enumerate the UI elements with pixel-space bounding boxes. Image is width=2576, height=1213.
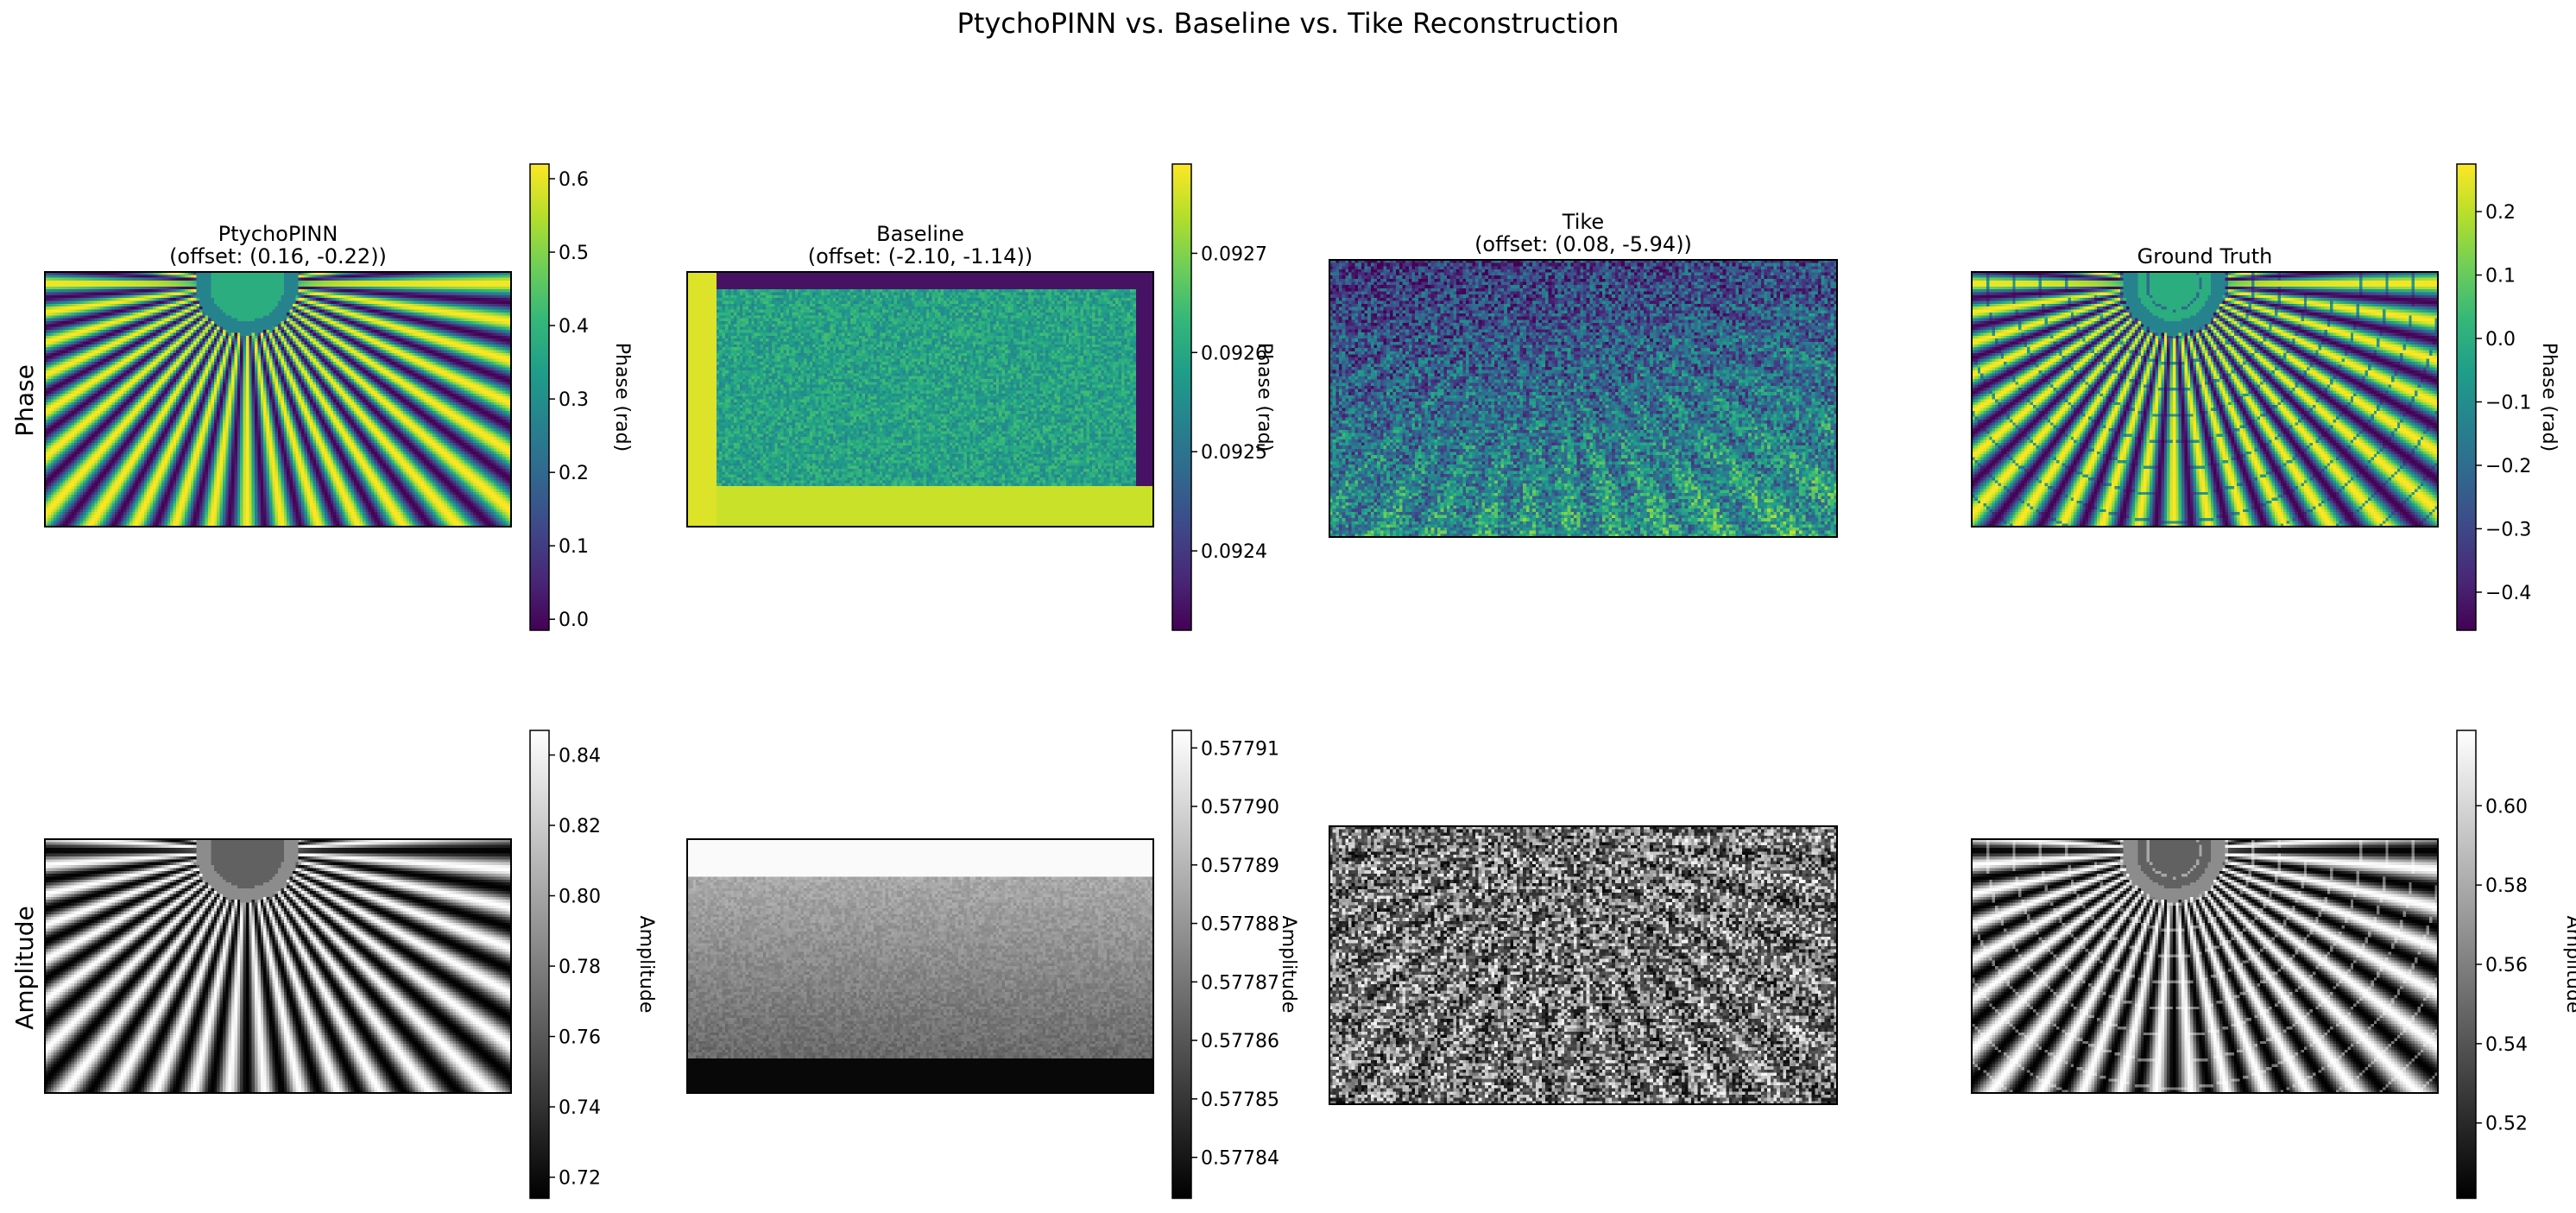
heatmap-image bbox=[45, 272, 511, 527]
panel-phase-baseline: Baseline(offset: (-2.10, -1.14))0.09240.… bbox=[686, 163, 1275, 631]
colorbar-tick-label: 0.2 bbox=[559, 463, 589, 484]
colorbar-tick-label: 0.0926 bbox=[1201, 343, 1267, 364]
colorbar-tick-label: 0.0924 bbox=[1201, 541, 1267, 563]
colorbar-label: Phase (rad) bbox=[611, 343, 633, 452]
colorbar-tick-label: 0.57785 bbox=[1201, 1090, 1279, 1111]
heatmap-image bbox=[687, 839, 1153, 1093]
heatmap-frame bbox=[686, 271, 1154, 528]
colorbar-tick-label: 0.1 bbox=[2485, 266, 2516, 287]
colorbar-tick-label: 0.84 bbox=[559, 746, 601, 768]
heatmap-image bbox=[1972, 839, 2438, 1093]
heatmap-frame bbox=[1329, 825, 1838, 1105]
colorbar-tick-label: 0.57784 bbox=[1201, 1148, 1279, 1170]
panel-amplitude-ptychopinn: 0.84 0.82 0.80 0.78 0.76 0.74 0.72 Amplitude bbox=[44, 730, 657, 1199]
colorbar-tick-label: 0.3 bbox=[559, 389, 589, 411]
colorbar-label: Phase (rad) bbox=[2538, 343, 2560, 452]
panel-title-line: Tike bbox=[1562, 210, 1604, 234]
colorbar-tick-label: 0.58 bbox=[2485, 875, 2528, 897]
colorbar-tick-label: 0.57790 bbox=[1201, 797, 1279, 818]
colorbar-tick-label: −0.4 bbox=[2485, 583, 2531, 604]
colorbar-label: Amplitude bbox=[635, 916, 657, 1014]
colorbar-tick-label: 0.80 bbox=[559, 887, 601, 908]
panel-title-line: (offset: (0.16, -0.22)) bbox=[169, 244, 387, 269]
colorbar-tick-label: 0.56 bbox=[2485, 955, 2528, 976]
colorbar-tick-label: 0.1 bbox=[559, 536, 589, 558]
colorbar-tick-label: 0.0 bbox=[2485, 329, 2516, 351]
colorbar-gradient bbox=[529, 730, 550, 1199]
colorbar-tick-label: 0.57789 bbox=[1201, 856, 1279, 877]
colorbar: 0.57791 0.57790 0.57789 0.57788 0.57787 0.577… bbox=[1171, 730, 1299, 1199]
panel-title-line: (offset: (-2.10, -1.14)) bbox=[808, 244, 1033, 269]
heatmap-frame bbox=[1971, 838, 2439, 1094]
colorbar-tick-label: 0.72 bbox=[559, 1168, 601, 1190]
figure-title: PtychoPINN vs. Baseline vs. Tike Reconst… bbox=[957, 7, 1619, 40]
heatmap-image bbox=[45, 839, 511, 1093]
heatmap-frame bbox=[44, 838, 512, 1094]
panel-grid: PtychoPINN(offset: (0.16, -0.22))0.00.10… bbox=[44, 163, 2576, 1199]
colorbar-tick-label: 0.2 bbox=[2485, 202, 2516, 224]
row-label-amplitude: Amplitude bbox=[10, 906, 39, 1030]
colorbar-tick-label: 0.60 bbox=[2485, 796, 2528, 818]
colorbar-tick-label: 0.0 bbox=[559, 610, 589, 631]
panel-phase-tike: Tike(offset: (0.08, -5.94)) bbox=[1329, 210, 1838, 538]
colorbar-gradient bbox=[1171, 730, 1192, 1199]
colorbar-tick-label: 0.78 bbox=[559, 957, 601, 978]
colorbar-tick-label: 0.0925 bbox=[1201, 442, 1267, 464]
colorbar-tick-label: 0.57791 bbox=[1201, 738, 1279, 760]
panel-phase-ground-truth: Ground Truth 0.2 0.1 0.0 −0.1 −0.2 −0.3 −0.4 Pha… bbox=[1971, 163, 2560, 631]
colorbar: 0.84 0.82 0.80 0.78 0.76 0.74 0.72 Amplitude bbox=[529, 730, 657, 1199]
panel-amplitude-tike bbox=[1329, 825, 1838, 1105]
colorbar-label: Phase (rad) bbox=[1253, 343, 1275, 452]
colorbar-tick-label: 0.0927 bbox=[1201, 243, 1267, 265]
colorbar-tick-label: 0.4 bbox=[559, 316, 589, 338]
panel-amplitude-baseline: 0.57791 0.57790 0.57789 0.57788 0.57787 0.577… bbox=[686, 730, 1299, 1199]
colorbar-tick-label: −0.2 bbox=[2485, 456, 2531, 477]
colorbar-tick-label: 0.5 bbox=[559, 243, 589, 264]
colorbar-tick-label: 0.82 bbox=[559, 816, 601, 837]
heatmap-image bbox=[687, 272, 1153, 527]
heatmap-frame bbox=[1329, 259, 1838, 538]
colorbar-tick-label: 0.76 bbox=[559, 1027, 601, 1049]
colorbar: 0.2 0.1 0.0 −0.1 −0.2 −0.3 −0.4 Phase (rad) bbox=[2456, 163, 2560, 631]
colorbar-gradient bbox=[2456, 730, 2477, 1199]
colorbar-label: Amplitude bbox=[1278, 916, 1299, 1014]
colorbar-gradient bbox=[1171, 163, 1192, 631]
colorbar-label: Amplitude bbox=[2562, 916, 2576, 1014]
colorbar-tick-label: −0.1 bbox=[2485, 393, 2531, 414]
colorbar-tick-label: 0.57786 bbox=[1201, 1031, 1279, 1052]
heatmap-image bbox=[1329, 260, 1837, 537]
colorbar-tick-label: 0.57788 bbox=[1201, 914, 1279, 936]
colorbar-gradient bbox=[529, 163, 550, 631]
colorbar-tick-label: 0.57787 bbox=[1201, 972, 1279, 994]
panel-title-line: PtychoPINN bbox=[218, 222, 338, 246]
panel-title-line: (offset: (0.08, -5.94)) bbox=[1474, 232, 1692, 256]
heatmap-frame bbox=[44, 271, 512, 528]
colorbar-gradient bbox=[2456, 163, 2477, 631]
panel-title-line: Baseline bbox=[876, 222, 964, 246]
panel-phase-ptychopinn: PtychoPINN(offset: (0.16, -0.22))0.00.10… bbox=[44, 163, 633, 631]
colorbar-tick-label: 0.54 bbox=[2485, 1034, 2528, 1056]
colorbar-tick-label: 0.6 bbox=[559, 169, 589, 191]
heatmap-frame bbox=[1971, 271, 2439, 528]
panel-amplitude-ground-truth: 0.60 0.58 0.56 0.54 0.52 Amplitude bbox=[1971, 730, 2576, 1199]
colorbar-tick-label: −0.3 bbox=[2485, 519, 2531, 540]
row-label-phase: Phase bbox=[10, 364, 39, 437]
heatmap-frame bbox=[686, 838, 1154, 1094]
colorbar-tick-label: 0.74 bbox=[559, 1097, 601, 1119]
colorbar: 0.0924 0.0925 0.0926 0.0927 Phase (rad) bbox=[1171, 163, 1275, 631]
colorbar-tick-label: 0.52 bbox=[2485, 1114, 2528, 1135]
heatmap-image bbox=[1972, 272, 2438, 527]
colorbar: 0.60 0.58 0.56 0.54 0.52 Amplitude bbox=[2456, 730, 2576, 1199]
colorbar: 0.0 0.1 0.2 0.3 0.4 0.5 0.6 Phase (rad) bbox=[529, 163, 633, 631]
heatmap-image bbox=[1329, 826, 1837, 1104]
panel-title-line: Ground Truth bbox=[2137, 244, 2273, 269]
